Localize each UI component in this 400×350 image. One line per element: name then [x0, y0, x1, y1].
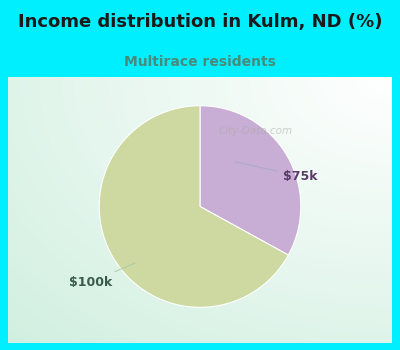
Text: City-Data.com: City-Data.com [218, 126, 292, 136]
Wedge shape [200, 106, 301, 255]
Text: $75k: $75k [235, 162, 317, 183]
Text: Multirace residents: Multirace residents [124, 55, 276, 69]
Wedge shape [99, 106, 288, 307]
Text: Income distribution in Kulm, ND (%): Income distribution in Kulm, ND (%) [18, 13, 382, 30]
Text: $100k: $100k [69, 263, 135, 289]
